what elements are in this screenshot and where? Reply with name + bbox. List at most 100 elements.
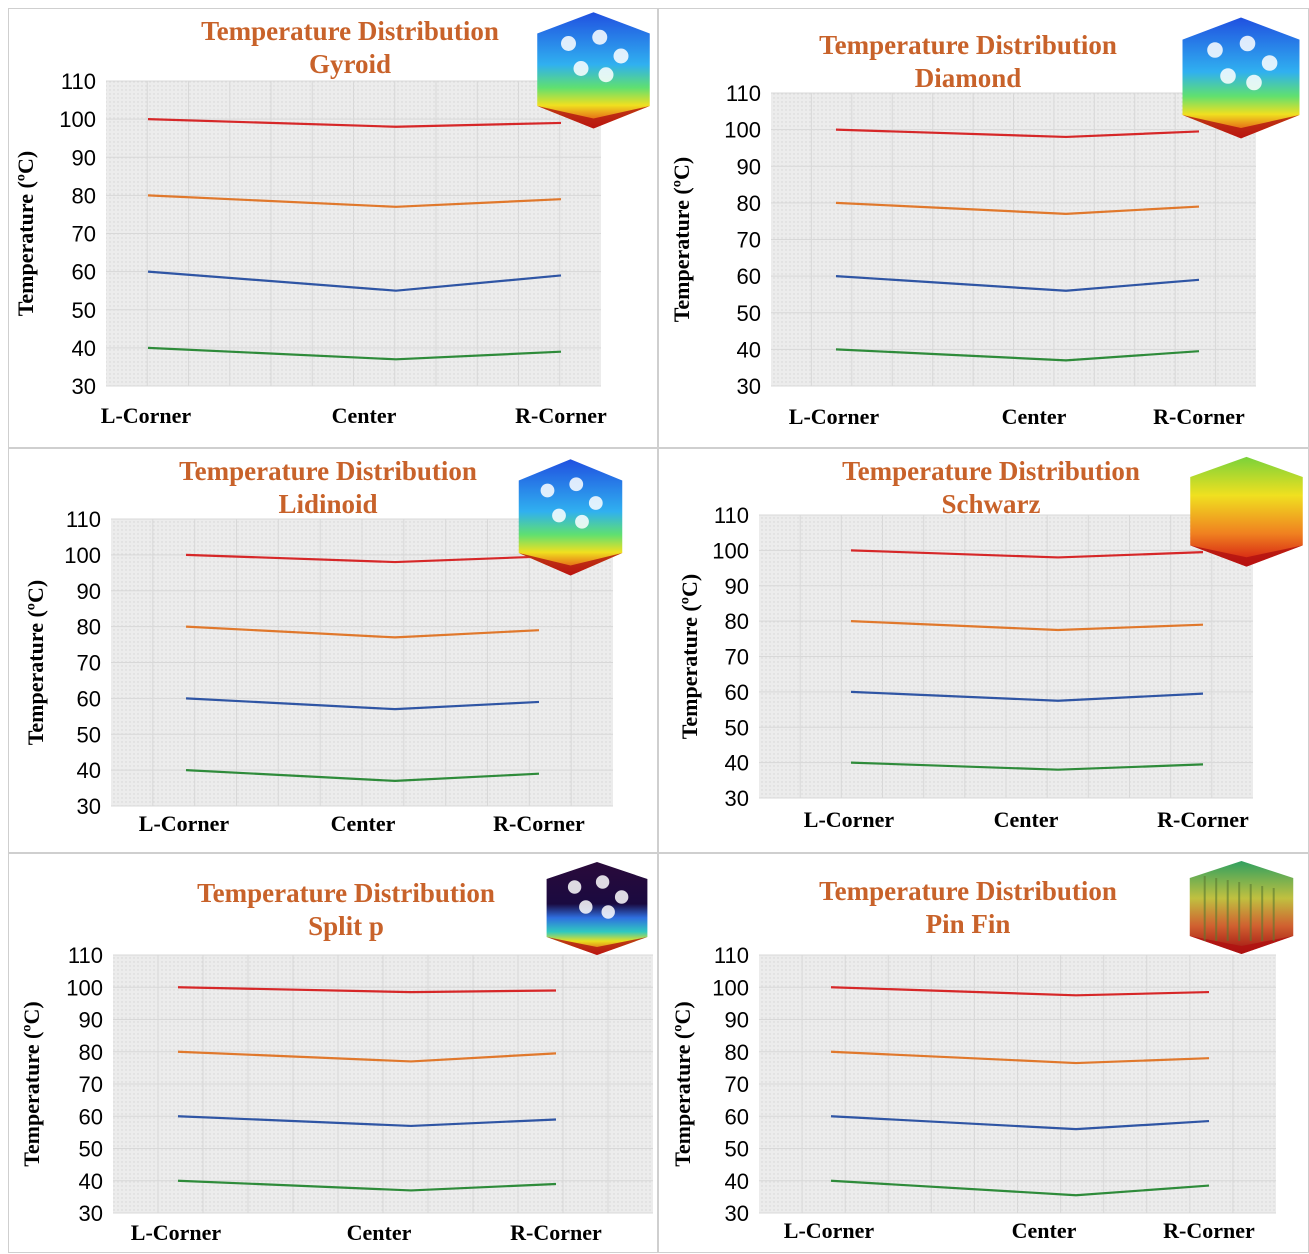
y-tick-label: 60 xyxy=(725,1104,749,1129)
series-line-2 xyxy=(835,201,1200,215)
y-tick-label: 40 xyxy=(725,751,749,776)
lidinoid-thumbnail xyxy=(518,459,623,576)
y-tick-label: 40 xyxy=(79,1169,103,1194)
y-tick-label: 30 xyxy=(737,374,761,399)
y-tick-label: 100 xyxy=(59,107,96,132)
x-category-label: L-Corner xyxy=(101,403,192,428)
series-line-4 xyxy=(147,346,562,361)
chart-subtitle: Lidinoid xyxy=(278,489,377,519)
y-tick-label: 50 xyxy=(725,1137,749,1162)
series-line-1 xyxy=(835,128,1200,139)
y-tick-label: 90 xyxy=(725,1008,749,1033)
series-line-4 xyxy=(850,761,1204,771)
chart-panel-gyroid: 30 40 50 60 70 80 90 100 110 L-Corner Center R-Corn… xyxy=(8,8,658,448)
series-line-3 xyxy=(835,275,1200,292)
x-category-label: R-Corner xyxy=(1163,1218,1255,1243)
chart-svg: 30 40 50 60 70 80 90 100 110 L-Corner Center R-Corn… xyxy=(13,12,650,428)
y-tick-label: 30 xyxy=(725,786,749,811)
series-line-3 xyxy=(850,690,1204,702)
y-tick-label: 60 xyxy=(79,1104,103,1129)
series-line-2 xyxy=(185,625,540,639)
x-category-label: R-Corner xyxy=(1153,404,1245,429)
series-line-1 xyxy=(177,986,557,994)
pinfin-thumbnail xyxy=(1189,861,1294,954)
y-tick-label: 110 xyxy=(66,507,101,532)
chart-panel-lidinoid: 30 40 50 60 70 80 90 100 110 L-Corner Center R-Corn… xyxy=(8,448,658,853)
x-category-label: Center xyxy=(1002,404,1067,429)
y-tick-label: 80 xyxy=(79,1040,103,1065)
series-line-1 xyxy=(830,986,1210,997)
y-tick-label: 80 xyxy=(77,615,101,640)
chart-title: Temperature Distribution xyxy=(197,878,495,908)
y-axis-label: Temperature (ºC) xyxy=(677,574,702,740)
gyroid-thumbnail xyxy=(537,12,650,129)
series-line-3 xyxy=(177,1115,557,1128)
y-axis-label: Temperature (ºC) xyxy=(13,151,38,317)
chart-svg: 30 40 50 60 70 80 90 100 110 L-Corner Center R-Corn… xyxy=(23,456,623,836)
chart-svg: 30 40 50 60 70 80 90 100 110 L-Corner Center R-Corn… xyxy=(677,456,1303,832)
x-category-label: Center xyxy=(1012,1218,1077,1243)
diamond-thumbnail xyxy=(1182,17,1300,139)
y-tick-label: 50 xyxy=(79,1137,103,1162)
series-line-2 xyxy=(850,620,1204,632)
series-line-2 xyxy=(830,1050,1210,1065)
chart-svg: 30 40 50 60 70 80 90 100 110 L-Corner Center R-Corn… xyxy=(19,862,653,1245)
chart-subtitle: Split p xyxy=(308,911,384,941)
chart-title: Temperature Distribution xyxy=(842,456,1140,486)
y-tick-label: 90 xyxy=(79,1008,103,1033)
y-tick-label: 90 xyxy=(77,579,101,604)
y-tick-label: 100 xyxy=(724,118,761,143)
y-tick-label: 110 xyxy=(714,943,749,968)
y-tick-label: 110 xyxy=(714,503,749,528)
x-category-label: R-Corner xyxy=(1157,807,1249,832)
x-category-label: Center xyxy=(331,811,396,836)
y-tick-label: 60 xyxy=(77,686,101,711)
series-line-1 xyxy=(185,553,540,564)
y-tick-label: 90 xyxy=(725,574,749,599)
y-tick-label: 100 xyxy=(64,543,101,568)
x-category-label: L-Corner xyxy=(784,1218,875,1243)
chart-panel-diamond: 30 40 50 60 70 80 90 100 110 L-Corner Center R-Corn… xyxy=(658,8,1309,448)
series-line-4 xyxy=(185,769,540,782)
y-tick-label: 110 xyxy=(726,81,761,106)
series-line-3 xyxy=(185,697,540,711)
series-line-2 xyxy=(177,1050,557,1063)
y-tick-label: 90 xyxy=(72,145,96,170)
y-tick-label: 30 xyxy=(79,1201,103,1226)
y-tick-label: 50 xyxy=(72,298,96,323)
x-category-label: R-Corner xyxy=(493,811,585,836)
y-tick-label: 50 xyxy=(77,722,101,747)
y-tick-label: 50 xyxy=(737,301,761,326)
y-tick-label: 30 xyxy=(725,1201,749,1226)
y-tick-label: 70 xyxy=(77,651,101,676)
chart-subtitle: Pin Fin xyxy=(926,909,1011,939)
y-tick-label: 80 xyxy=(737,191,761,216)
x-category-label: L-Corner xyxy=(789,404,880,429)
y-tick-label: 40 xyxy=(737,337,761,362)
y-axis-label: Temperature (ºC) xyxy=(23,580,48,746)
y-tick-label: 30 xyxy=(77,794,101,819)
chart-subtitle: Diamond xyxy=(915,63,1022,93)
series-line-4 xyxy=(177,1179,557,1192)
chart-title: Temperature Distribution xyxy=(819,876,1117,906)
y-tick-label: 40 xyxy=(72,336,96,361)
y-tick-label: 80 xyxy=(72,183,96,208)
y-tick-label: 60 xyxy=(737,264,761,289)
x-category-label: Center xyxy=(994,807,1059,832)
y-tick-label: 100 xyxy=(712,538,749,563)
y-tick-label: 100 xyxy=(712,975,749,1000)
series-line-1 xyxy=(147,118,562,128)
chart-panel-pin-fin: 30 40 50 60 70 80 90 100 110 L-Corner Center R-Corn… xyxy=(658,853,1309,1253)
splitp-thumbnail xyxy=(546,862,648,955)
y-tick-label: 30 xyxy=(72,374,96,399)
series-line-3 xyxy=(830,1115,1210,1131)
y-tick-label: 70 xyxy=(79,1072,103,1097)
series-line-3 xyxy=(147,270,562,292)
chart-title: Temperature Distribution xyxy=(819,30,1117,60)
y-tick-label: 70 xyxy=(737,228,761,253)
y-tick-label: 40 xyxy=(77,758,101,783)
y-axis-label: Temperature (ºC) xyxy=(669,157,694,323)
x-category-label: L-Corner xyxy=(131,1220,222,1245)
chart-panel-split-p: 30 40 50 60 70 80 90 100 110 L-Corner Center R-Corn… xyxy=(8,853,658,1253)
x-category-label: L-Corner xyxy=(804,807,895,832)
